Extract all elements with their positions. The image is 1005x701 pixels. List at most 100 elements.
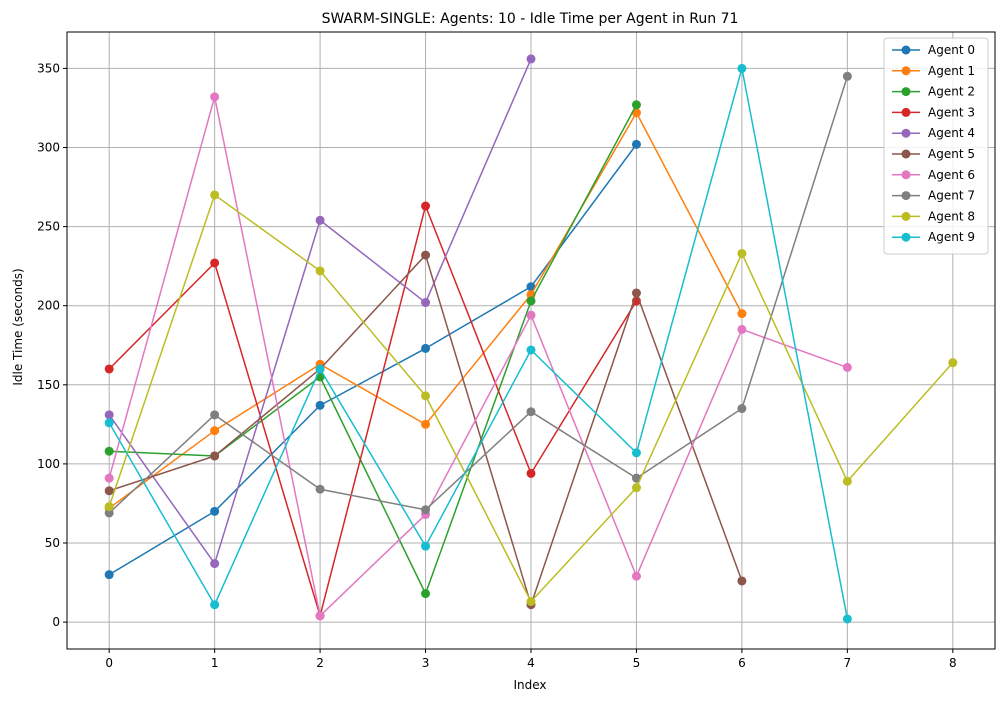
legend-marker [901,128,911,138]
data-point [315,400,325,410]
data-point [631,571,641,581]
data-point [526,407,536,417]
data-point [210,506,220,516]
data-point [737,63,747,73]
x-tick-label: 4 [527,656,535,670]
series-line [108,205,638,617]
data-point [104,410,114,420]
series-agent-9 [104,63,852,624]
data-point [526,468,536,478]
series-line [108,76,849,514]
series-line [108,67,849,620]
legend-entry: Agent 6 [892,168,975,182]
x-tick-label: 0 [105,656,113,670]
legend-label: Agent 4 [928,126,975,140]
data-point [210,451,220,461]
data-point [315,215,325,225]
data-point [210,258,220,268]
x-tick-label: 7 [844,656,852,670]
x-tick-label: 6 [738,656,746,670]
legend-label: Agent 8 [928,209,975,223]
legend-marker [901,232,911,242]
legend-entry: Agent 1 [892,64,975,78]
legend-entry: Agent 2 [892,85,975,99]
legend-marker [901,66,911,76]
legend-label: Agent 7 [928,189,975,203]
data-point [737,309,747,319]
legend-marker [901,87,911,97]
series-agent-6 [104,92,852,621]
x-tick-label: 5 [633,656,641,670]
data-point [421,589,431,599]
y-tick-label: 250 [37,220,60,234]
series-line [108,96,848,617]
data-point [210,190,220,200]
data-point [842,476,852,486]
series-agent-8 [104,190,958,607]
legend-marker [901,191,911,201]
data-point [421,419,431,429]
legend-entry: Agent 5 [892,147,975,161]
x-axis-label: Index [513,678,546,692]
y-tick-label: 0 [52,615,60,629]
data-point [842,614,852,624]
data-point [104,508,114,518]
legend-label: Agent 5 [928,147,975,161]
data-point [104,502,114,512]
data-point [421,201,431,211]
data-point [421,298,431,308]
data-point [315,484,325,494]
series-line [109,104,638,595]
data-point [737,324,747,334]
data-point [104,486,114,496]
data-point [210,410,220,420]
data-point [421,343,431,353]
series-lines [104,54,958,624]
data-point [526,310,536,320]
y-axis-label: Idle Time (seconds) [11,268,25,385]
data-point [631,448,641,458]
y-tick-label: 100 [37,457,60,471]
data-point [210,600,220,610]
legend-entry: Agent 0 [892,43,975,57]
legend-entry: Agent 9 [892,230,975,244]
data-point [631,100,641,110]
data-point [421,391,431,401]
legend: Agent 0 Agent 1 Agent 2 Agent 3 Agent 4 Agent… [883,37,989,255]
y-tick-label: 300 [37,140,60,154]
legend-label: Agent 0 [928,43,975,57]
data-point [526,54,536,64]
data-point [104,473,114,483]
legend-marker [901,107,911,117]
data-point [737,576,747,586]
data-point [104,446,114,456]
data-point [104,364,114,374]
data-point [526,345,536,355]
data-point [737,404,747,414]
data-point [631,483,641,493]
x-tick-label: 8 [949,656,957,670]
x-tick-label: 1 [211,656,219,670]
data-point [104,570,114,580]
legend-label: Agent 3 [928,105,975,119]
data-point [842,71,852,81]
data-point [948,358,958,368]
legend-label: Agent 9 [928,230,975,244]
data-point [842,362,852,372]
data-point [315,266,325,276]
data-point [526,597,536,607]
y-tick-label: 50 [45,536,60,550]
legend-label: Agent 6 [928,168,975,182]
data-point [737,248,747,258]
x-tick-label: 2 [316,656,324,670]
legend-label: Agent 2 [928,85,975,99]
data-point [315,364,325,374]
data-point [631,288,641,298]
data-point [315,611,325,621]
data-point [631,473,641,483]
data-point [421,505,431,515]
data-point [526,296,536,306]
legend-entry: Agent 7 [892,189,975,203]
